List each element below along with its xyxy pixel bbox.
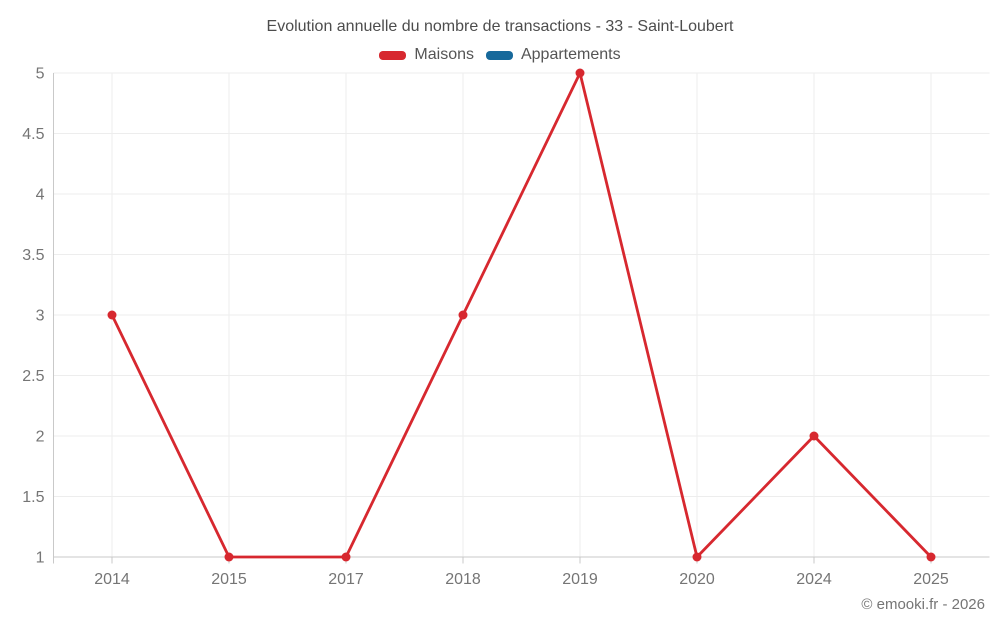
data-point-maisons-2024[interactable] [809,431,819,441]
legend-label-appartements: Appartements [520,46,621,63]
watermark-credit: © emooki.fr - 2026 [861,596,985,613]
chart-legend: Maisons Appartements [0,45,1000,65]
legend-swatch-maisons [379,50,407,60]
y-tick-label: 5 [36,66,45,83]
data-point-maisons-2025[interactable] [926,552,936,562]
data-point-maisons-2014[interactable] [107,310,117,320]
y-tick-label: 3 [36,308,45,325]
legend-swatch-appartements [485,50,513,60]
legend-item-maisons[interactable]: Maisons [379,45,474,65]
x-tick-label: 2014 [94,571,130,588]
data-point-maisons-2017[interactable] [341,552,351,562]
y-tick-label: 4.5 [22,126,44,143]
x-tick-label: 2020 [679,571,715,588]
y-tick-label: 1 [36,550,45,567]
x-tick-label: 2019 [562,571,598,588]
data-point-maisons-2018[interactable] [458,310,468,320]
x-tick-label: 2018 [445,571,481,588]
y-tick-label: 2 [36,429,45,446]
legend-item-appartements[interactable]: Appartements [485,45,621,65]
x-tick-label: 2024 [796,571,832,588]
data-point-maisons-2019[interactable] [575,68,585,78]
x-tick-label: 2017 [328,571,364,588]
y-tick-label: 3.5 [22,247,44,264]
x-tick-label: 2015 [211,571,247,588]
x-tick-label: 2025 [913,571,949,588]
legend-label-maisons: Maisons [414,46,474,63]
y-tick-label: 4 [36,187,45,204]
data-point-maisons-2020[interactable] [692,552,702,562]
y-tick-label: 1.5 [22,489,44,506]
chart-title: Evolution annuelle du nombre de transact… [266,18,734,35]
series-line-maisons [110,71,933,559]
data-point-maisons-2015[interactable] [224,552,234,562]
y-tick-label: 2.5 [22,368,44,385]
